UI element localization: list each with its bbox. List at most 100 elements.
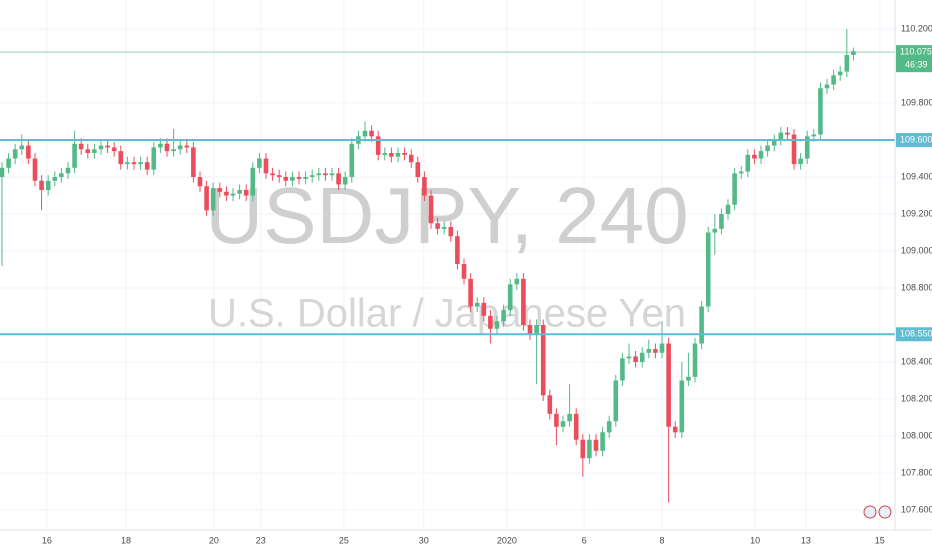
x-tick-label: 16 — [42, 535, 52, 545]
candle-body — [474, 302, 480, 307]
y-tick-label: 108.800 — [901, 282, 932, 292]
candle-body — [633, 356, 638, 363]
candle-body — [593, 439, 599, 451]
candle-body — [323, 173, 328, 176]
candle-body — [705, 232, 711, 307]
candle-body — [65, 167, 71, 174]
candle-body — [217, 188, 223, 192]
candle-body — [191, 147, 196, 178]
flag-icon — [863, 505, 877, 519]
candle-body — [171, 149, 176, 152]
candle-body — [745, 154, 751, 172]
candle-body — [666, 343, 671, 427]
candle-body — [461, 263, 467, 279]
y-tick-label: 108.000 — [901, 430, 932, 440]
candle-body — [639, 352, 645, 363]
candle-body — [540, 325, 546, 396]
candle-body — [719, 214, 724, 229]
candle-body — [144, 162, 150, 170]
candle-body — [653, 349, 658, 353]
y-tick-label: 107.800 — [901, 467, 932, 477]
candle-body — [349, 143, 355, 178]
candle-body — [151, 147, 157, 170]
candle-body — [521, 278, 526, 326]
candle-body — [303, 177, 308, 179]
candle-body — [534, 325, 539, 335]
candle-body — [415, 162, 421, 178]
y-tick-label: 108.200 — [901, 393, 932, 403]
candle-body — [92, 149, 97, 153]
x-tick-label: 25 — [339, 535, 349, 545]
candle-body — [177, 145, 183, 150]
candle-body — [369, 130, 374, 137]
candle-body — [448, 226, 454, 237]
candle-body — [164, 143, 170, 152]
x-tick-label: 13 — [801, 535, 811, 545]
candle-body — [738, 171, 744, 174]
candle-body — [118, 151, 124, 165]
candle-body — [204, 186, 209, 211]
y-tick-label: 109.400 — [901, 171, 932, 181]
candle-body — [765, 145, 770, 152]
candle-body — [600, 432, 605, 451]
candle-body — [428, 195, 434, 224]
candle-body — [184, 145, 190, 148]
candle-body — [699, 306, 704, 344]
candle-body — [587, 439, 592, 459]
candle-body — [39, 180, 44, 190]
candle-body — [276, 175, 282, 178]
watermark-subtitle: U.S. Dollar / Japanese Yen — [208, 292, 686, 336]
candle-body — [441, 226, 447, 229]
candle-body — [712, 228, 718, 233]
candle-body — [237, 189, 242, 194]
candle-body — [547, 395, 553, 414]
candle-body — [257, 158, 262, 168]
candle-body — [197, 177, 203, 187]
candle-body — [316, 173, 322, 176]
y-tick-label: 107.600 — [901, 504, 932, 514]
level-label: 108.550 — [900, 329, 932, 339]
candle-body — [620, 358, 625, 381]
x-tick-label: 30 — [419, 535, 429, 545]
candle-body — [72, 143, 77, 168]
candle-body — [250, 167, 256, 196]
level-label-bg — [896, 327, 932, 342]
candle-body — [395, 152, 401, 157]
candle-body — [32, 158, 38, 181]
candle-body — [646, 349, 652, 353]
last-price-bg — [896, 45, 932, 73]
x-tick-label: 18 — [121, 535, 131, 545]
candle-body — [613, 380, 619, 422]
candle-body — [382, 152, 388, 155]
candle-body — [375, 136, 381, 155]
candle-body — [468, 278, 473, 307]
y-tick-label: 109.200 — [901, 208, 932, 218]
candle-body — [230, 193, 236, 196]
candle-body — [818, 88, 823, 135]
candle-body — [45, 180, 51, 190]
candle-body — [263, 158, 269, 174]
candle-body — [679, 380, 685, 433]
x-tick-label: 6 — [582, 535, 587, 545]
y-tick-label: 109.000 — [901, 245, 932, 255]
candle-body — [85, 149, 91, 153]
candle-body — [626, 356, 632, 359]
candle-body — [296, 177, 302, 179]
candle-body — [606, 421, 612, 433]
candle-body — [98, 145, 104, 150]
candle-body — [158, 143, 163, 148]
candle-body — [725, 204, 731, 215]
candle-body — [362, 130, 368, 137]
x-tick-label: 15 — [875, 535, 885, 545]
candle-body — [290, 177, 295, 181]
candle-body — [131, 162, 137, 165]
candle-body — [844, 54, 850, 72]
candle-body — [837, 71, 843, 76]
candle-body — [804, 136, 810, 159]
candle-body — [389, 152, 394, 157]
candle-body — [778, 132, 784, 141]
candle-body — [26, 145, 31, 159]
candle-body — [19, 145, 25, 150]
x-tick-label: 10 — [750, 535, 760, 545]
candle-body — [501, 310, 506, 322]
